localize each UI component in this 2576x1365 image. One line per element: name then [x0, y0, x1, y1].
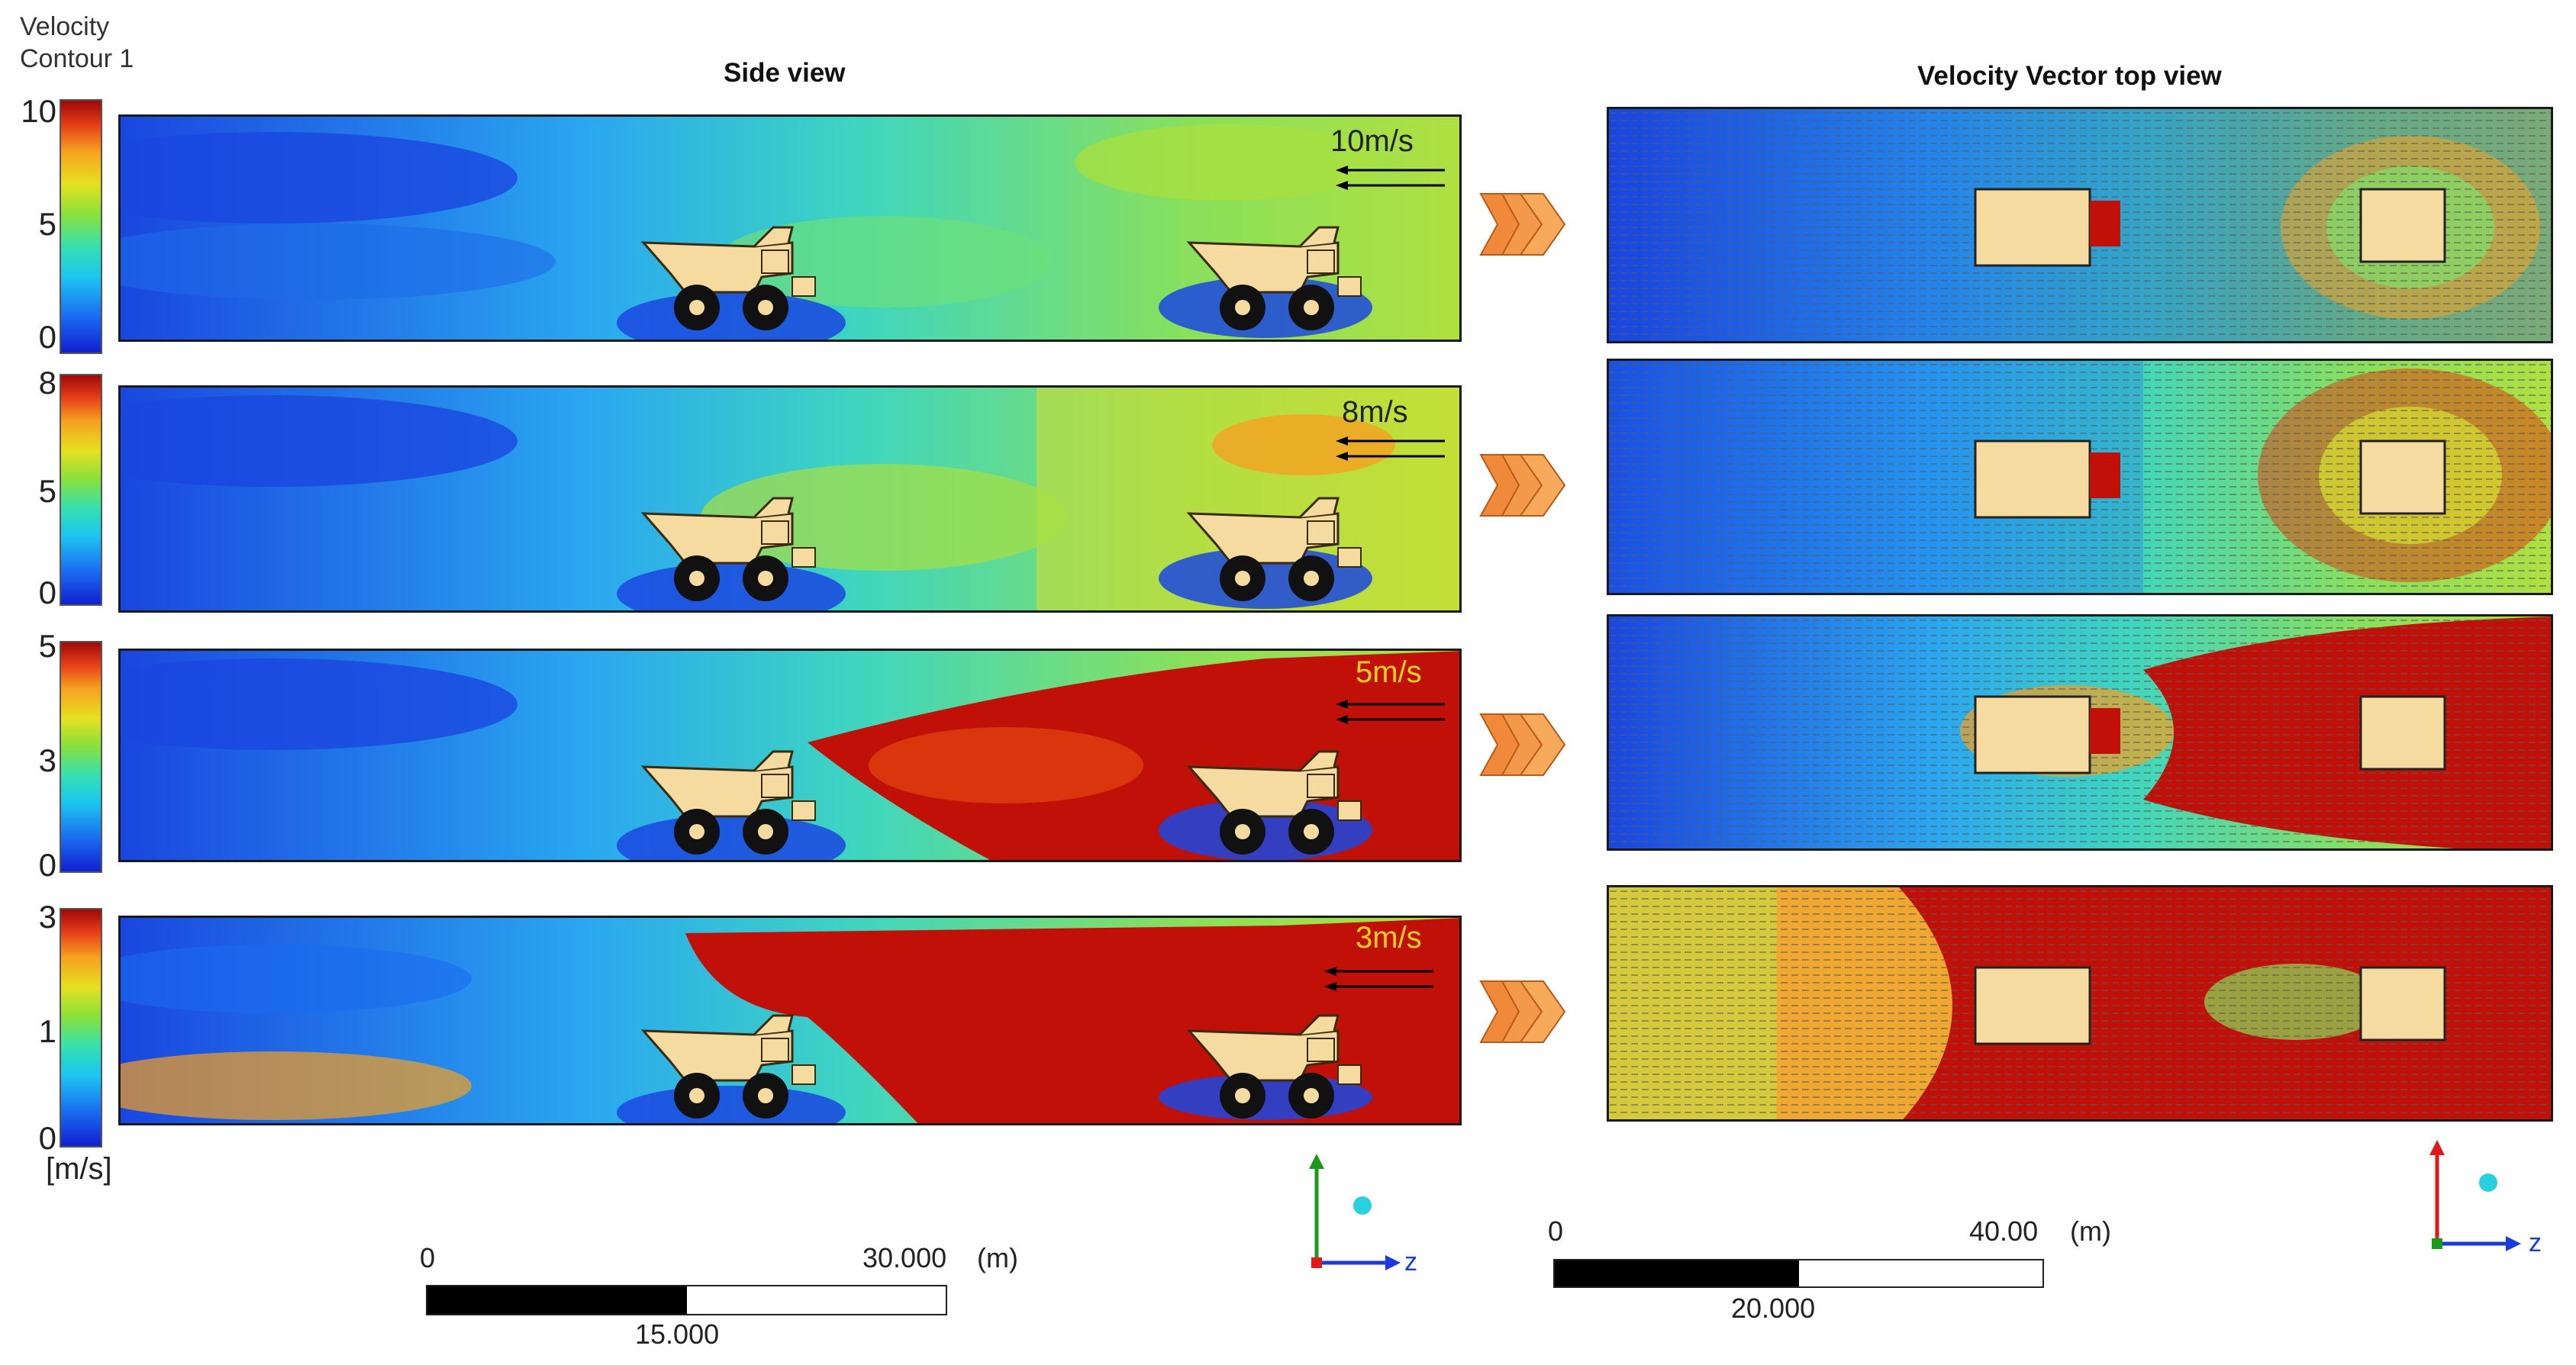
side-view-panel-5ms: 5m/s	[118, 649, 1462, 862]
top-view-panel-3ms	[1607, 885, 2553, 1122]
wind-arrows-1	[1336, 166, 1445, 190]
axis-label-z-side: z	[1404, 1247, 1417, 1274]
wind-speed-label-1: 10m/s	[1330, 124, 1414, 158]
side-view-panel-10ms: 10m/s	[118, 114, 1462, 342]
top-scale-mid: 20.000	[1731, 1293, 1816, 1324]
legend-title: Velocity Contour 1	[20, 11, 134, 75]
color-bar-2	[60, 374, 102, 606]
top-view-title: Velocity Vector top view	[1917, 61, 2222, 91]
top-scale-bar	[1553, 1259, 2044, 1288]
color-bar-1-tick-mid: 5	[38, 206, 56, 242]
color-bar-3-tick-min: 0	[38, 847, 56, 883]
color-bar-2-tick-min: 0	[38, 575, 56, 610]
axes-triad-side: z	[1309, 1154, 1417, 1274]
top-scale-unit: (m)	[2070, 1215, 2111, 1247]
color-bar-2-tick-mid: 5	[38, 473, 56, 509]
color-bar-1	[60, 99, 102, 354]
axis-label-z-top: z	[2529, 1228, 2542, 1257]
color-bar-3	[60, 641, 102, 873]
chevron-arrow-icon-4	[1479, 977, 1569, 1047]
legend-unit: [m/s]	[46, 1152, 112, 1186]
wind-speed-label-4: 3m/s	[1356, 921, 1422, 955]
side-view-title: Side view	[724, 58, 846, 88]
chevron-arrow-icon-1	[1479, 189, 1569, 259]
color-bar-3-tick-max: 5	[38, 628, 56, 664]
side-scale-mid: 15.000	[635, 1318, 720, 1350]
wind-speed-label-3: 5m/s	[1356, 655, 1422, 689]
color-bar-1-tick-max: 10	[21, 93, 56, 129]
top-scale-end: 40.00	[1969, 1215, 2039, 1247]
top-view-panel-10ms	[1607, 107, 2553, 343]
top-view-panel-8ms	[1607, 359, 2553, 595]
color-bar-4-tick-mid: 1	[38, 1013, 56, 1049]
wind-speed-label-2: 8m/s	[1342, 395, 1408, 429]
top-scale-start: 0	[1548, 1215, 1564, 1247]
axes-triad-top: z	[2429, 1140, 2542, 1257]
legend-title-line2: Contour 1	[20, 44, 134, 73]
side-scale-end: 30.000	[862, 1242, 947, 1273]
legend-title-line1: Velocity	[20, 12, 110, 41]
wind-arrows-4	[1324, 967, 1433, 991]
color-bar-1-tick-min: 0	[38, 319, 56, 355]
side-scale-bar	[426, 1285, 947, 1315]
color-bar-3-tick-mid: 3	[38, 742, 56, 778]
wind-arrows-2	[1336, 436, 1445, 461]
color-bar-2-tick-max: 8	[38, 365, 56, 401]
wind-arrows-3	[1336, 700, 1445, 724]
top-view-panel-5ms	[1607, 614, 2553, 851]
color-bar-4-tick-min: 0	[38, 1120, 56, 1156]
color-bar-4-tick-max: 3	[38, 899, 56, 935]
side-scale-unit: (m)	[977, 1242, 1018, 1273]
side-view-panel-8ms: 8m/s	[118, 385, 1462, 613]
chevron-arrow-icon-2	[1479, 450, 1569, 520]
side-view-panel-3ms: 3m/s	[118, 916, 1462, 1125]
side-scale-start: 0	[420, 1242, 436, 1273]
chevron-arrow-icon-3	[1479, 710, 1569, 780]
color-bar-4	[60, 908, 102, 1148]
